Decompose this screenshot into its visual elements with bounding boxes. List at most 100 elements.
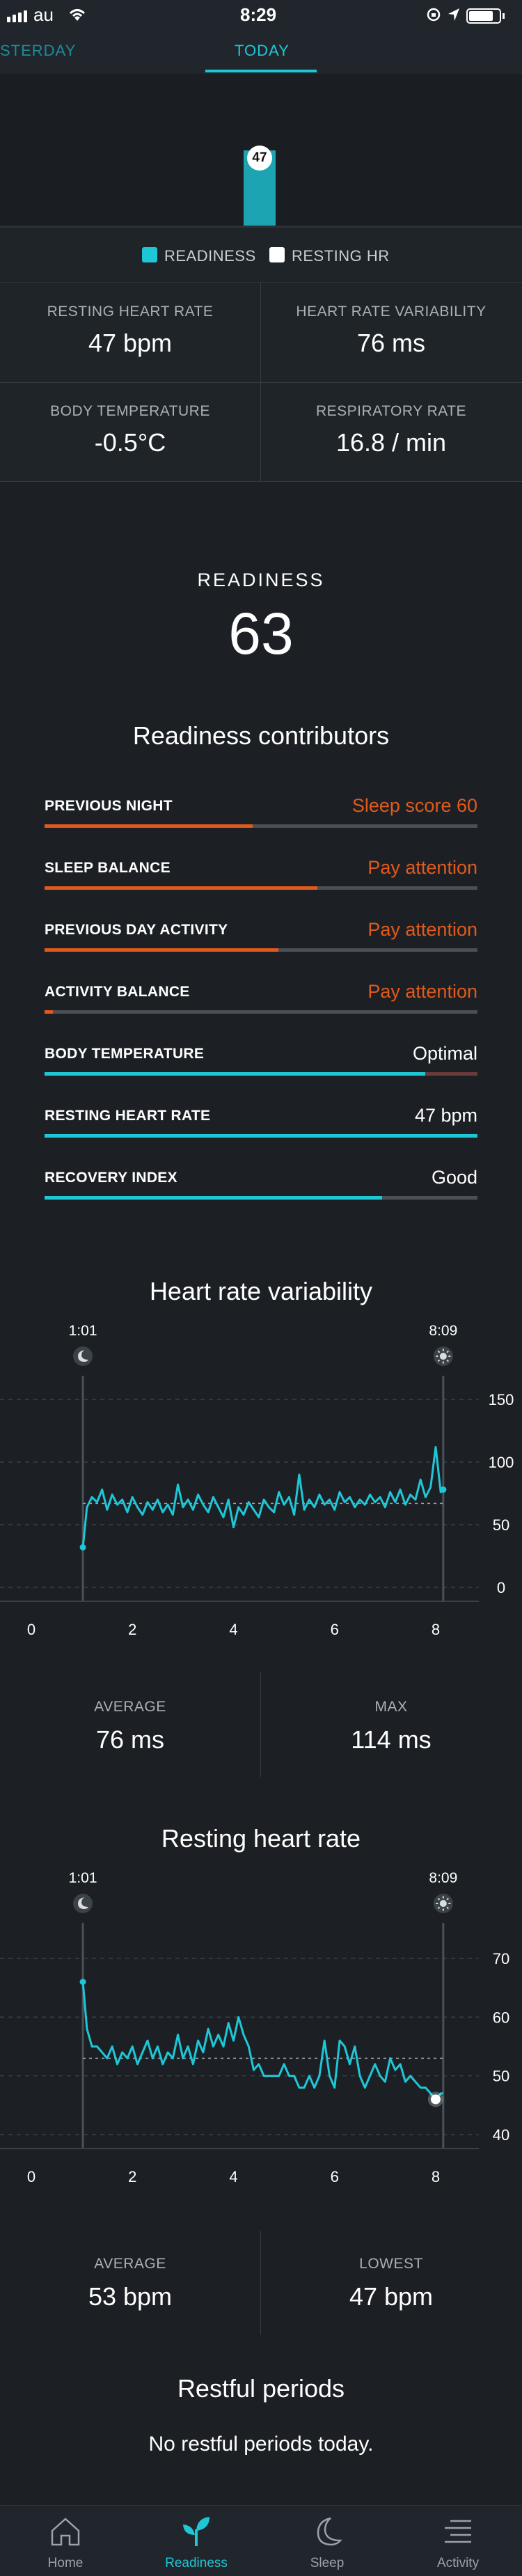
rhr-chart: 40 50 60 70 1:01 8:09 0 2 4 6 8 — [0, 1870, 509, 2185]
rhr-sun-icon-ray — [446, 1897, 449, 1901]
day-tab-bar: STERDAY TODAY — [0, 31, 522, 74]
hrv-series-line — [81, 1445, 444, 1548]
contributor-previous-day-activity[interactable]: PREVIOUS DAY ACTIVITY Pay attention — [45, 919, 477, 964]
stat-label: LOWEST — [359, 2256, 423, 2272]
hrv-x-tick-label: 2 — [128, 1621, 136, 1638]
stat-value: 47 bpm — [349, 2282, 434, 2311]
hrv-y-tick-label: 150 — [489, 1391, 514, 1408]
hrv-moon-icon-shape — [78, 1350, 89, 1362]
contributor-name: BODY TEMPERATURE — [45, 1046, 205, 1062]
location-arrow-icon — [448, 8, 459, 21]
metric-heart-rate-variability[interactable]: HEART RATE VARIABILITY 76 ms — [261, 283, 521, 382]
hrv-max-stat: MAX 114 ms — [261, 1699, 521, 1754]
contributor-sleep-balance[interactable]: SLEEP BALANCE Pay attention — [45, 857, 477, 902]
rhr-sun-icon-ray — [446, 1906, 449, 1910]
hrv-sun-icon-core — [439, 1353, 447, 1360]
contributor-track — [45, 824, 477, 828]
metric-label: RESTING HEART RATE — [47, 304, 214, 320]
hrv-moon-icon — [73, 1346, 93, 1366]
rhr-title: Resting heart rate — [161, 1824, 361, 1853]
rhr-sun-icon-ray — [437, 1906, 441, 1910]
signal-bar — [13, 15, 16, 22]
rhr-x-tick-label: 0 — [27, 2168, 35, 2185]
nav-sleep[interactable]: Sleep — [262, 2506, 393, 2576]
signal-bar — [24, 10, 27, 22]
metric-respiratory-rate[interactable]: RESPIRATORY RATE 16.8 / min — [261, 382, 521, 482]
home-icon — [51, 2518, 80, 2546]
hrv-x-tick-label: 6 — [331, 1621, 339, 1638]
legend-swatch-resting-hr — [269, 247, 285, 262]
metric-label: HEART RATE VARIABILITY — [296, 304, 487, 320]
rhr-sun-icon-core — [439, 1900, 447, 1907]
hrv-y-tick-label: 100 — [489, 1454, 514, 1471]
tab-today[interactable]: TODAY — [235, 42, 290, 59]
chart-legend: READINESS RESTING HR — [0, 227, 522, 283]
rhr-average-stat: AVERAGE 53 bpm — [0, 2256, 260, 2311]
metric-body-temperature[interactable]: BODY TEMPERATURE -0.5°C — [0, 382, 260, 482]
metric-value: 47 bpm — [88, 329, 173, 357]
contributor-fill — [45, 1072, 426, 1076]
hrv-sun-icon-ray — [446, 1350, 449, 1353]
rotation-lock-icon — [427, 8, 441, 22]
nav-activity[interactable]: Activity — [393, 2506, 522, 2576]
hrv-chart: 0 50 100 150 1:01 8:09 0 2 4 6 8 — [0, 1323, 514, 1638]
metric-value: -0.5°C — [94, 428, 166, 457]
hrv-wake-label: 8:09 — [429, 1323, 457, 1339]
hrv-x-tick-label: 0 — [27, 1621, 35, 1638]
grid-divider — [0, 481, 522, 482]
metrics-grid: RESTING HEART RATE 47 bpm HEART RATE VAR… — [0, 283, 522, 482]
restful-periods-message: No restful periods today. — [148, 2433, 374, 2456]
hrv-title: Heart rate variability — [149, 1277, 373, 1305]
tab-yesterday[interactable]: STERDAY — [0, 42, 77, 59]
hrv-bedtime-label: 1:01 — [69, 1323, 97, 1339]
contributor-previous-night[interactable]: PREVIOUS NIGHT Sleep score 60 — [45, 795, 477, 840]
rhr-series-line — [81, 1981, 443, 2100]
rhr-sun-icon — [433, 1894, 453, 1913]
rhr-wake-label: 8:09 — [429, 1870, 457, 1886]
stats-divider — [260, 1672, 261, 1777]
legend-label-resting-hr: RESTING HR — [292, 247, 390, 265]
nav-label: Home — [47, 2556, 84, 2570]
legend-label-readiness: READINESS — [164, 247, 256, 265]
rhr-moon-icon — [73, 1894, 93, 1913]
contributor-track — [45, 1134, 477, 1138]
status-bar: au 8:29 — [0, 0, 522, 31]
hrv-sun-icon-ray — [446, 1359, 449, 1362]
contributor-value: 47 bpm — [414, 1105, 477, 1126]
metric-label: RESPIRATORY RATE — [315, 403, 467, 419]
hrv-y-tick-label: 50 — [493, 1516, 509, 1534]
rhr-y-tick-label: 60 — [493, 2009, 509, 2026]
rhr-y-tick-label: 70 — [493, 1950, 509, 1968]
contributor-track — [45, 886, 477, 890]
nav-home[interactable]: Home — [0, 2506, 131, 2576]
metric-label: BODY TEMPERATURE — [50, 403, 210, 419]
contributor-name: RECOVERY INDEX — [45, 1170, 177, 1186]
contributor-activity-balance[interactable]: ACTIVITY BALANCE Pay attention — [45, 981, 477, 1026]
rhr-sun-icon-ray — [437, 1897, 441, 1901]
contributor-name: SLEEP BALANCE — [45, 860, 171, 876]
contributor-fill — [45, 1196, 383, 1200]
restful-periods-title: Restful periods — [177, 2374, 345, 2403]
contributor-track — [45, 948, 477, 952]
carrier-name: au — [33, 4, 54, 25]
nav-readiness[interactable]: Readiness — [131, 2506, 262, 2576]
active-tab-indicator — [205, 70, 317, 72]
hrv-x-tick-label: 4 — [229, 1621, 237, 1638]
battery-icon — [466, 8, 501, 24]
metric-value: 16.8 / min — [335, 428, 447, 457]
resting-hr-point-label: 47 — [247, 146, 272, 171]
contributor-value: Pay attention — [367, 981, 477, 1002]
rhr-x-tick-label: 2 — [128, 2168, 136, 2185]
nav-label: Readiness — [165, 2556, 228, 2570]
contributor-recovery-index[interactable]: RECOVERY INDEX Good — [45, 1167, 477, 1211]
contributor-name: PREVIOUS NIGHT — [45, 798, 173, 814]
hrv-average-stat: AVERAGE 76 ms — [0, 1699, 260, 1754]
rhr-lowest-stat: LOWEST 47 bpm — [261, 2256, 521, 2311]
stat-label: AVERAGE — [94, 2256, 166, 2272]
contributor-resting-heart-rate[interactable]: RESTING HEART RATE 47 bpm — [45, 1105, 477, 1149]
contributor-body-temperature[interactable]: BODY TEMPERATURE Optimal — [45, 1043, 477, 1087]
metric-resting-heart-rate[interactable]: RESTING HEART RATE 47 bpm — [0, 283, 260, 382]
contributor-value: Sleep score 60 — [351, 795, 477, 816]
grid-divider — [0, 382, 522, 383]
signal-bar — [7, 17, 10, 22]
